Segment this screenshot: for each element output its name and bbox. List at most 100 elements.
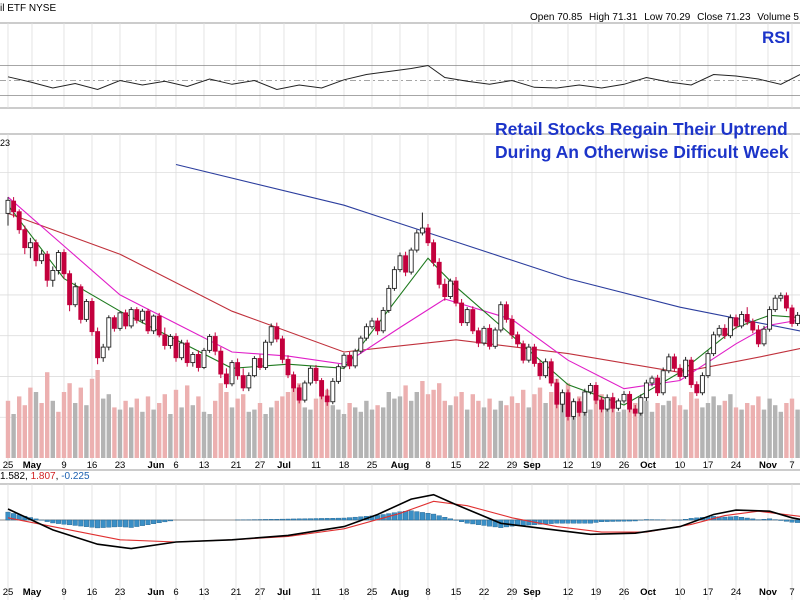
macd-histogram-bar	[744, 517, 750, 521]
macd-histogram-bar	[559, 519, 565, 524]
x-tick-label: 23	[115, 460, 126, 471]
candle-body	[677, 367, 683, 377]
macd-histogram-bar	[750, 518, 756, 521]
volume-bar	[375, 405, 380, 458]
candle-body	[582, 391, 588, 413]
x-tick-label: 18	[339, 460, 350, 471]
candle	[274, 322, 280, 343]
candle-body	[117, 312, 123, 329]
macd-histogram-bar	[123, 519, 129, 528]
volume-bar	[89, 378, 95, 458]
macd-histogram-bar	[554, 519, 560, 524]
chart-headline: Retail Stocks Regain Their Uptrend Durin…	[495, 119, 789, 162]
x-tick-label: 21	[231, 587, 242, 598]
macd-histogram-bar	[106, 519, 112, 528]
candle-body	[179, 342, 185, 359]
volume-bars	[5, 370, 800, 458]
histogram-value: -0.225	[61, 471, 90, 482]
candle-body	[195, 353, 201, 368]
candle-body	[257, 358, 263, 368]
x-tick-label: 13	[199, 460, 210, 471]
macd-histogram-bar	[565, 519, 571, 524]
candle	[459, 299, 465, 326]
macd-histogram-bar	[683, 519, 689, 521]
candle	[436, 258, 442, 289]
candle	[442, 278, 448, 301]
candle	[291, 371, 297, 392]
volume-bar	[73, 403, 78, 458]
volume-bar	[397, 396, 403, 458]
candle	[201, 347, 207, 370]
volume-bar	[151, 409, 156, 458]
candle-body	[526, 346, 532, 361]
candle	[660, 367, 666, 396]
macd-histogram-bar	[403, 511, 409, 521]
volume-bar	[173, 389, 179, 458]
volume-bar	[705, 403, 711, 458]
volume-bar	[297, 383, 302, 458]
candle-body	[492, 329, 498, 347]
candle	[515, 331, 521, 348]
volume-bar	[677, 405, 683, 458]
x-tick-label: 22	[479, 587, 490, 598]
x-tick-label: 25	[367, 587, 378, 598]
volume-bar	[521, 389, 526, 458]
candle-body	[453, 280, 459, 304]
candle-body	[772, 297, 778, 311]
candle-body	[498, 304, 504, 331]
x-tick-label: 24	[731, 587, 742, 598]
macd-histogram-bar	[481, 519, 487, 526]
x-tick-label: 13	[199, 587, 210, 598]
candle-body	[531, 346, 537, 364]
candle	[716, 325, 722, 338]
macd-signal-line	[7, 500, 800, 543]
macd-histogram-bar	[593, 519, 599, 523]
macd-histogram-bar	[128, 519, 134, 528]
macd-histogram-bar	[111, 519, 117, 528]
candle-body	[694, 384, 700, 394]
candle	[307, 365, 313, 386]
volume-bar	[554, 378, 559, 458]
candle	[576, 398, 582, 417]
rsi-label: RSI	[762, 28, 791, 47]
volume-bar	[577, 396, 582, 458]
macd-histogram-bar	[464, 519, 470, 524]
candle	[677, 364, 683, 380]
volume-bar	[453, 396, 459, 458]
macd-histogram-bar	[739, 516, 745, 521]
candle-body	[627, 393, 633, 410]
volume-bar	[392, 398, 397, 458]
macd-histogram-bar	[767, 518, 773, 521]
candle	[755, 325, 761, 348]
volume-bar	[504, 405, 509, 458]
candle	[761, 325, 767, 347]
macd-histogram-bar	[307, 518, 313, 521]
volume-bar	[308, 409, 313, 458]
candle-body	[139, 310, 145, 321]
macd-histogram-bar	[627, 519, 633, 522]
candle	[666, 353, 672, 374]
x-tick-label: 16	[87, 587, 98, 598]
candle-body	[83, 300, 89, 320]
volume-bar	[638, 407, 643, 458]
x-tick-label: 17	[703, 587, 714, 598]
volume-bar	[134, 398, 139, 458]
candle	[604, 394, 610, 412]
candle-body	[660, 370, 666, 394]
candle	[50, 266, 56, 287]
macd-readout: 1.582, 1.807, -0.225	[0, 471, 90, 482]
volume-bar	[67, 383, 72, 458]
candle	[548, 358, 554, 387]
x-tick-label: 26	[619, 587, 630, 598]
candle	[727, 314, 733, 339]
candle-body	[767, 309, 773, 330]
close-value: Close 71.23	[697, 12, 751, 23]
volume-bar	[95, 370, 100, 458]
candle	[699, 372, 705, 396]
candle	[537, 360, 543, 380]
macd-histogram-bar	[615, 519, 621, 522]
candle-body	[414, 232, 420, 251]
volume-bar	[420, 381, 425, 458]
candle-body	[279, 338, 285, 360]
